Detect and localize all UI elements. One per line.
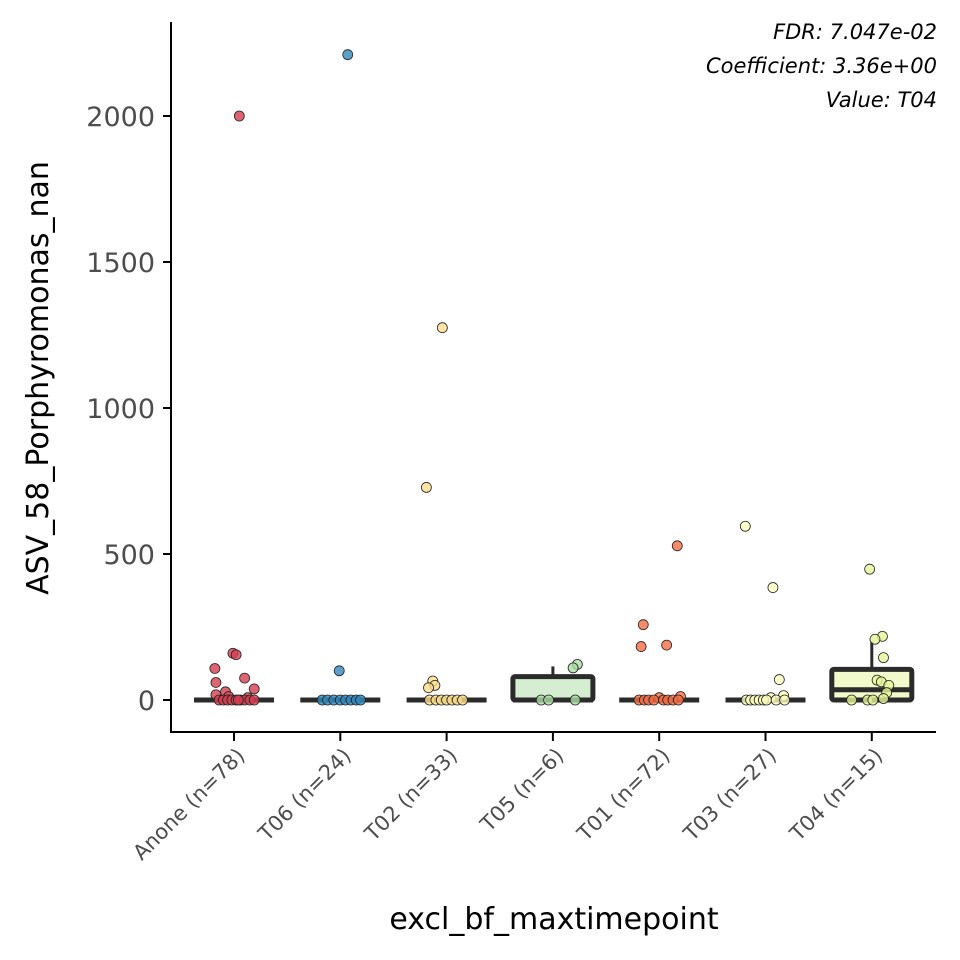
data-point: [333, 665, 345, 677]
data-point: [672, 694, 684, 706]
x-tick-label: T03 (n=27): [678, 744, 781, 847]
x-tick-label: T02 (n=33): [359, 744, 462, 847]
data-point: [232, 694, 244, 706]
data-point: [355, 694, 366, 706]
x-ticks-layer: Anone (n=78) T06 (n=24) T02 (n=33) T05 (n=6…: [128, 732, 887, 865]
data-point: [869, 633, 881, 645]
data-point: [239, 672, 251, 684]
data-point: [661, 639, 673, 651]
y-tick-label: 2000: [86, 102, 155, 133]
data-point: [648, 694, 660, 706]
data-point: [761, 694, 772, 706]
data-point: [635, 641, 647, 652]
y-tick-label: 1500: [86, 248, 155, 279]
data-point: [773, 674, 785, 685]
data-point: [567, 662, 579, 674]
x-tick-label: T06 (n=24): [253, 744, 356, 847]
data-point: [878, 693, 889, 704]
y-axis-title: ASV_58_Porphyromonas_nan: [21, 161, 56, 595]
data-point: [543, 694, 555, 706]
data-point: [867, 694, 879, 706]
data-point: [457, 694, 468, 706]
data-point: [233, 110, 245, 122]
data-point: [864, 563, 876, 575]
y-tick-label: 1000: [86, 394, 155, 425]
data-point: [846, 694, 858, 706]
annotation-block: FDR: 7.047e-02 Coefficient: 3.36e+00 Val…: [706, 20, 937, 112]
x-tick-label: T01 (n=72): [572, 744, 675, 847]
x-tick-label: T05 (n=6): [475, 744, 568, 837]
points-layer: [209, 49, 895, 706]
data-point: [637, 619, 649, 631]
data-point: [569, 694, 581, 706]
boxes-layer: [194, 641, 915, 703]
data-point: [248, 683, 260, 695]
data-point: [739, 520, 751, 532]
annotation-value: Value: T04: [826, 88, 937, 112]
y-tick-label: 500: [103, 540, 155, 571]
data-point: [421, 482, 432, 493]
data-point: [671, 540, 683, 552]
y-tick-label: 0: [138, 686, 155, 717]
x-tick-label: Anone (n=78): [128, 744, 249, 865]
data-point: [230, 649, 242, 661]
box-rect: [510, 674, 596, 703]
annotation-coefficient: Coefficient: 3.36e+00: [706, 54, 937, 78]
annotation-fdr: FDR: 7.047e-02: [773, 20, 937, 44]
x-tick-label: T04 (n=15): [785, 744, 888, 847]
data-point: [342, 49, 354, 61]
x-axis-title: excl_bf_maxtimepoint: [389, 902, 718, 937]
axes-layer: [170, 22, 936, 733]
data-point: [436, 322, 448, 334]
data-point: [423, 682, 434, 694]
y-ticks-layer: 0 500 1000 1500 2000: [86, 102, 171, 717]
data-point: [767, 582, 779, 593]
data-point: [779, 694, 791, 706]
data-point: [878, 652, 889, 664]
data-point: [209, 663, 221, 674]
data-point: [248, 694, 260, 706]
data-point: [210, 677, 222, 688]
